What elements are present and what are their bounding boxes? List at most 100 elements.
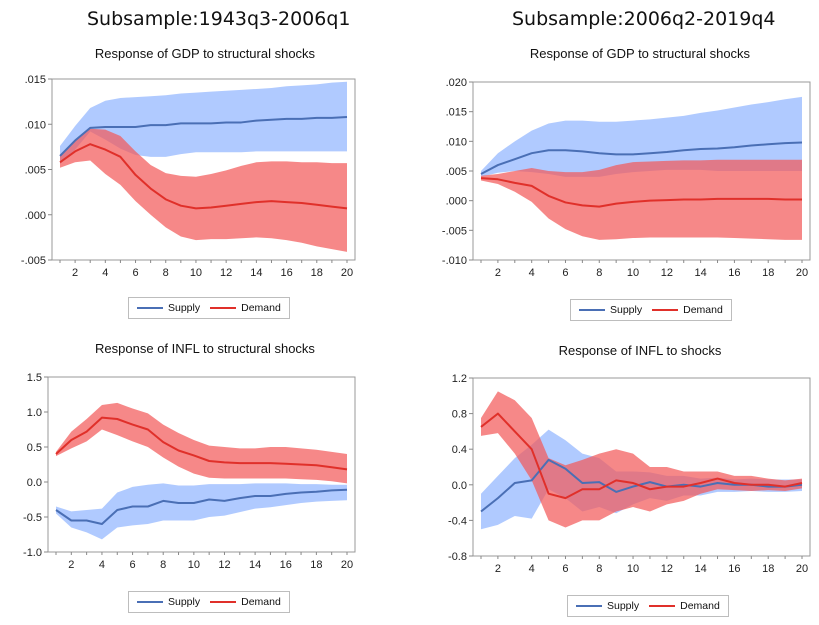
- x-tick-label: 8: [596, 267, 602, 279]
- demand-response-line: [480, 177, 802, 208]
- demand-swatch: [649, 605, 676, 607]
- x-tick-label: 16: [280, 267, 292, 279]
- legend-demand-label: Demand: [241, 596, 281, 608]
- y-tick-label: 0.4: [452, 444, 467, 456]
- chart-legend: Supply Demand: [570, 299, 732, 321]
- demand-response-line: [55, 416, 348, 471]
- x-tick-label: 6: [130, 559, 136, 571]
- y-tick-label: .015: [446, 107, 467, 119]
- demand-swatch: [210, 307, 237, 309]
- legend-demand: Demand: [652, 304, 723, 316]
- x-tick-label: 10: [188, 559, 200, 571]
- x-tick-label: 12: [220, 267, 232, 279]
- supply-swatch: [579, 309, 605, 311]
- x-tick-label: 12: [218, 559, 230, 571]
- plot-frame: [472, 377, 811, 557]
- x-tick-label: 8: [596, 563, 602, 575]
- chart-title: Response of INFL to shocks: [558, 343, 722, 358]
- y-tick-label: 0.5: [27, 442, 42, 454]
- supply-response-line: [59, 116, 348, 157]
- chart-legend: Supply Demand: [567, 595, 729, 617]
- legend-supply: Supply: [576, 600, 639, 612]
- x-tick-label: 14: [695, 267, 707, 279]
- y-tick-label: -0.4: [448, 515, 467, 527]
- legend-supply: Supply: [137, 302, 200, 314]
- infl-response-chart-late: 1.2 0.8 0.4 0.0 -0.4 -0.8 2 4 6 8 10 12 14 16 18 20: [448, 373, 811, 575]
- x-tick-label: 4: [99, 559, 105, 571]
- x-tick-label: 8: [163, 267, 169, 279]
- x-tick-label: 8: [160, 559, 166, 571]
- supply-swatch: [137, 601, 163, 603]
- x-tick-label: 2: [495, 267, 501, 279]
- y-tick-label: -0.5: [23, 512, 42, 524]
- legend-demand-label: Demand: [241, 302, 281, 314]
- x-tick-label: 14: [249, 559, 261, 571]
- x-tick-label: 20: [796, 563, 808, 575]
- right-subsample-title: Subsample:2006q2-2019q4: [512, 8, 776, 30]
- x-tick-label: 14: [695, 563, 707, 575]
- legend-supply: Supply: [137, 596, 200, 608]
- y-tick-label: .015: [25, 74, 46, 86]
- legend-demand-label: Demand: [683, 304, 723, 316]
- legend-supply: Supply: [579, 304, 642, 316]
- y-tick-label: -1.0: [23, 547, 42, 559]
- supply-confidence-band: [56, 483, 347, 540]
- demand-response-line: [480, 412, 803, 500]
- legend-supply-label: Supply: [607, 600, 640, 612]
- y-tick-label: .010: [446, 136, 467, 148]
- x-tick-label: 18: [311, 267, 323, 279]
- chart-legend: Supply Demand: [128, 297, 290, 319]
- y-tick-label: 1.0: [27, 407, 42, 419]
- legend-demand: Demand: [210, 596, 281, 608]
- x-tick-label: 4: [529, 563, 535, 575]
- y-tick-label: .010: [25, 119, 46, 131]
- demand-response-line: [59, 143, 348, 210]
- y-tick-label: -0.8: [448, 551, 467, 563]
- x-tick-label: 18: [762, 267, 774, 279]
- x-tick-label: 10: [627, 267, 639, 279]
- supply-confidence-band: [481, 96, 802, 177]
- x-tick-label: 16: [728, 563, 740, 575]
- x-tick-label: 18: [310, 559, 322, 571]
- y-tick-label: -.005: [442, 225, 467, 237]
- supply-swatch: [137, 307, 163, 309]
- x-tick-label: 20: [796, 267, 808, 279]
- x-tick-label: 10: [190, 267, 202, 279]
- demand-confidence-band: [481, 391, 802, 528]
- x-tick-label: 2: [68, 559, 74, 571]
- y-tick-label: 0.0: [452, 480, 467, 492]
- y-tick-label: .020: [446, 77, 467, 89]
- x-tick-label: 6: [562, 563, 568, 575]
- legend-supply-label: Supply: [610, 304, 643, 316]
- x-tick-label: 6: [562, 267, 568, 279]
- supply-swatch: [576, 605, 602, 607]
- demand-confidence-band: [56, 402, 347, 484]
- y-tick-label: 0.8: [452, 409, 467, 421]
- supply-response-line: [55, 488, 348, 525]
- chart-legend: Supply Demand: [128, 591, 290, 613]
- x-tick-label: 4: [102, 267, 108, 279]
- plot-frame: [47, 376, 356, 553]
- demand-swatch: [210, 601, 237, 603]
- x-tick-label: 20: [341, 267, 353, 279]
- y-tick-label: 1.2: [452, 373, 467, 385]
- supply-response-line: [480, 141, 803, 175]
- x-tick-label: 16: [280, 559, 292, 571]
- gdp-response-chart-late: .020 .015 .010 .005 .000 -.005 -.010 2 4 6 8 10 12 14…: [442, 77, 811, 279]
- legend-demand: Demand: [649, 600, 720, 612]
- legend-demand-label: Demand: [680, 600, 720, 612]
- legend-demand: Demand: [210, 302, 281, 314]
- chart-title: Response of GDP to structural shocks: [529, 46, 751, 61]
- x-tick-label: 12: [661, 267, 673, 279]
- infl-response-chart-early: 1.5 1.0 0.5 0.0 -0.5 -1.0 2 4 6 8 10 12 14 16 18 20: [23, 372, 356, 571]
- chart-title: Response of GDP to structural shocks: [94, 46, 316, 61]
- gdp-response-chart-early: .015 .010 .005 .000 -.005 2 4 6 8 10 12 14 16 18 20: [21, 74, 356, 279]
- y-tick-label: .005: [446, 166, 467, 178]
- chart-title: Response of INFL to structural shocks: [95, 341, 315, 356]
- y-tick-label: 1.5: [27, 372, 42, 384]
- x-tick-label: 16: [728, 267, 740, 279]
- y-tick-label: .005: [25, 165, 46, 177]
- y-tick-label: -.010: [442, 255, 467, 267]
- y-tick-label: -.005: [21, 255, 46, 267]
- x-tick-label: 12: [661, 563, 673, 575]
